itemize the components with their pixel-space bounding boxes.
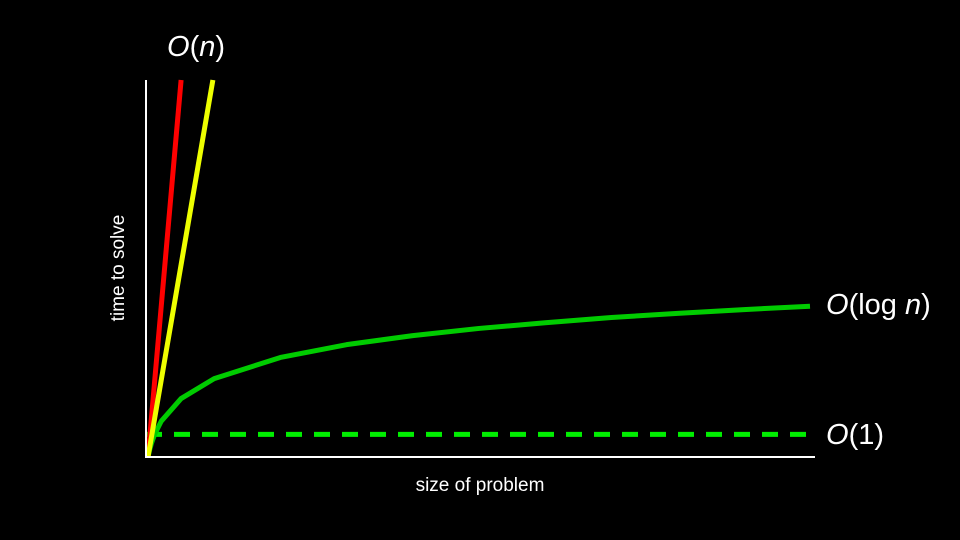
label-o-log-n: O(log n) (826, 289, 931, 321)
label-o-n-prefix: O (167, 31, 190, 63)
label-o-1-prefix: O (826, 419, 849, 451)
label-o-log-n-open: (log (849, 289, 905, 321)
x-axis-label: size of problem (416, 475, 545, 496)
series-line-o-n-1 (145, 79, 216, 458)
label-o-n: O(n) (167, 31, 225, 63)
label-o-n-close: ) (215, 31, 225, 63)
label-o-n-var: n (199, 31, 215, 63)
series-layer (145, 79, 811, 458)
label-o-log-n-close: ) (921, 289, 931, 321)
label-o-log-n-var: n (905, 289, 921, 321)
label-o-1-rest: (1) (849, 419, 884, 451)
label-o-n-open: ( (190, 31, 200, 63)
series-line-o-n-0 (145, 79, 184, 458)
label-o-1: O(1) (826, 419, 884, 451)
y-axis-label: time to solve (108, 215, 129, 322)
label-o-log-n-prefix: O (826, 289, 849, 321)
